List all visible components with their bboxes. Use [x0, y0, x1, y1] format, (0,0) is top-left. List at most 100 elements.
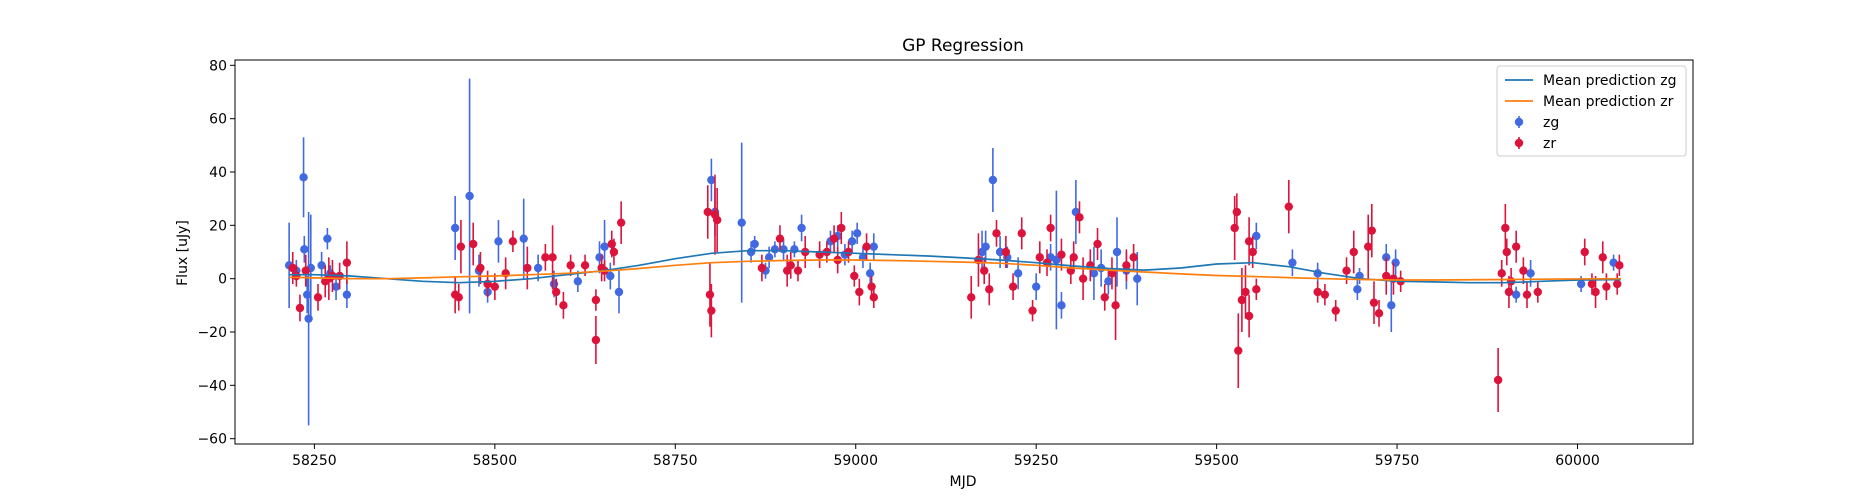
legend-label: Mean prediction zr	[1543, 94, 1674, 110]
data-point	[573, 277, 583, 286]
legend-label: zr	[1543, 136, 1556, 152]
data-point	[566, 261, 575, 270]
data-point	[1502, 247, 1511, 257]
data-point	[1387, 301, 1396, 310]
data-point	[712, 215, 722, 225]
data-point	[1031, 282, 1041, 291]
data-point	[1353, 285, 1362, 294]
data-point	[317, 261, 326, 270]
data-point	[1320, 290, 1330, 299]
data-point	[1248, 247, 1257, 257]
data-point	[523, 263, 532, 273]
data-point	[1078, 274, 1088, 283]
data-point	[1008, 282, 1018, 291]
data-point	[548, 253, 557, 262]
data-point	[1234, 346, 1243, 355]
data-point	[465, 191, 474, 201]
data-point	[1501, 223, 1510, 233]
data-point	[1511, 242, 1521, 251]
legend-box	[1496, 65, 1687, 157]
y-tick-label: 40	[209, 165, 227, 181]
data-point	[1017, 229, 1026, 238]
data-point	[1112, 247, 1122, 257]
axes: 58250 58500 58750 59000 59250 59500 59750 60000…	[197, 58, 1694, 469]
data-point	[764, 253, 774, 262]
data-point	[600, 242, 609, 251]
data-point	[775, 234, 785, 243]
data-point	[703, 207, 712, 217]
data-point	[295, 303, 305, 313]
legend: Mean prediction zg Mean prediction zr zg zr	[1496, 65, 1687, 157]
data-point	[454, 293, 463, 302]
data-point	[869, 293, 878, 302]
data-point	[1129, 253, 1138, 262]
data-point	[967, 293, 976, 302]
data-point	[1331, 306, 1340, 315]
data-point	[1252, 231, 1261, 241]
data-point	[476, 263, 485, 273]
data-point	[852, 229, 862, 238]
data-point	[1602, 282, 1611, 291]
data-point	[551, 287, 561, 297]
data-point	[1241, 287, 1250, 297]
data-point	[591, 335, 601, 345]
data-point	[1122, 261, 1131, 270]
data-point	[770, 245, 780, 254]
data-point	[1615, 261, 1624, 270]
data-point	[1035, 253, 1044, 262]
data-point	[1526, 269, 1535, 278]
data-point	[1522, 290, 1532, 299]
data-point	[342, 290, 352, 299]
data-point	[1075, 213, 1084, 222]
data-point	[468, 239, 478, 249]
data-point	[1057, 250, 1066, 259]
data-point	[981, 242, 990, 251]
data-point	[1497, 269, 1506, 278]
data-point	[1013, 269, 1023, 278]
data-point	[793, 266, 803, 275]
data-point	[1367, 226, 1377, 235]
data-point	[750, 239, 759, 249]
data-point	[1001, 247, 1011, 257]
x-tick-label: 58250	[292, 453, 337, 469]
series-line-mean-prediction-zr	[289, 259, 1621, 281]
data-point	[606, 271, 615, 281]
data-point	[1533, 287, 1543, 297]
data-point	[847, 237, 857, 246]
y-tick-label: −40	[197, 378, 227, 394]
data-point	[1057, 301, 1066, 310]
x-tick-label: 60000	[1555, 453, 1600, 469]
data-point	[862, 242, 871, 251]
data-point	[1519, 266, 1528, 275]
data-point	[1369, 298, 1379, 307]
data-point	[1598, 253, 1607, 262]
data-point	[616, 218, 626, 227]
series-line-mean-prediction-zg	[289, 249, 1621, 284]
data-point	[865, 269, 875, 278]
data-point	[1493, 375, 1503, 385]
data-point	[1052, 255, 1061, 265]
y-tick-label: 0	[218, 272, 227, 288]
data-point	[580, 261, 590, 270]
data-point	[797, 223, 806, 233]
plot-area	[284, 78, 1624, 426]
data-point	[1284, 202, 1294, 211]
data-point	[299, 173, 308, 182]
axes-frame	[234, 59, 1694, 445]
data-point	[980, 266, 989, 275]
data-point	[1363, 242, 1373, 251]
data-point	[1313, 287, 1322, 297]
data-point	[1342, 266, 1351, 275]
data-point	[1046, 223, 1055, 233]
data-point	[1576, 279, 1586, 289]
data-point	[1511, 290, 1521, 299]
y-tick-label: 60	[209, 112, 227, 128]
data-point	[1042, 258, 1052, 267]
data-point	[456, 242, 466, 251]
data-point	[300, 245, 309, 254]
data-point	[1382, 271, 1391, 281]
data-point	[737, 218, 746, 227]
data-point	[1100, 293, 1109, 302]
data-point	[342, 258, 352, 267]
